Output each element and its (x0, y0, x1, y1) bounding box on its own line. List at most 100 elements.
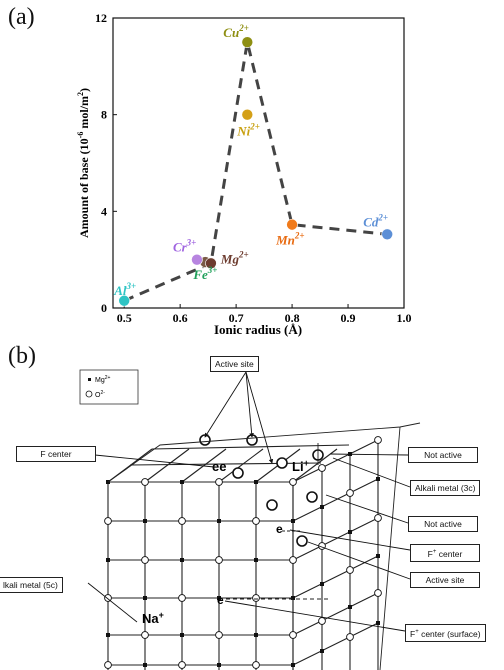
x-tick-label: 1.0 (397, 311, 412, 325)
x-tick-label: 0.6 (173, 311, 188, 325)
label-mg: Mg2+ (220, 249, 249, 266)
o-ion (318, 464, 326, 472)
ionic-radius-chart: 0.5 0.6 0.7 0.8 0.9 1.0 0 4 8 12 Ionic radius (Å… (76, 11, 412, 337)
legend-o-marker (85, 390, 93, 398)
ion-labels: Al3+ Fe3+ Cr3+ Mg2+ Cu2+ Ni2+ Mn2+ Cd2+ (113, 23, 388, 298)
mg-ion (217, 663, 221, 667)
mg-ion (320, 649, 324, 653)
plot-frame (112, 17, 405, 309)
point-mn (286, 218, 298, 231)
legend-mg-label: Mg2+ (95, 375, 111, 384)
o-ion (374, 514, 382, 522)
mg-ion (106, 558, 110, 562)
mg-ion (106, 633, 110, 637)
callout-f-center: F center (16, 446, 96, 462)
o-ion (252, 517, 260, 525)
lattice-outline (107, 422, 421, 483)
o-ion (215, 631, 223, 639)
o-site-highlight (276, 457, 288, 469)
legend-mg-marker (88, 378, 91, 381)
x-tick-label: 0.5 (117, 311, 132, 325)
mg-ion (143, 663, 147, 667)
o-ion (178, 661, 186, 669)
o-ion (141, 631, 149, 639)
lattice-grid (107, 439, 379, 670)
mg-ion (254, 558, 258, 562)
mg-ion (143, 596, 147, 600)
o-ion (374, 589, 382, 597)
na-label: Na+ (142, 610, 164, 626)
o-site-highlight (266, 499, 278, 511)
panel-b-label: (b) (8, 343, 36, 369)
mg-ion (291, 519, 295, 523)
o-ion (252, 661, 260, 669)
mg-ion (376, 621, 380, 625)
o-ion (346, 489, 354, 497)
label-cu: Cu2+ (223, 23, 249, 40)
mgo-lattice-diagram: Mg2+ O2- Na+ Li+ ee e e (79, 369, 421, 670)
point-mg (205, 257, 217, 270)
data-points (118, 36, 394, 307)
y-tick-label: 4 (101, 204, 107, 218)
panel-a-label: (a) (8, 4, 35, 30)
o-ion (141, 556, 149, 564)
o-ion (346, 566, 354, 574)
point-cr (191, 253, 203, 266)
o-site-highlight (232, 467, 244, 479)
callout-alkali-5c: lkali metal (5c) (0, 577, 63, 593)
label-cd: Cd2+ (363, 212, 388, 229)
x-axis-ticks: 0.5 0.6 0.7 0.8 0.9 1.0 (117, 304, 412, 325)
legend-o-label: O2- (95, 390, 105, 399)
x-tick-label: 0.8 (285, 311, 300, 325)
e-label-upper: e (276, 522, 283, 536)
mg-ion (254, 633, 258, 637)
callout-not-active-1: Not active (408, 447, 478, 463)
li-label: Li+ (292, 458, 309, 474)
lattice-nodes (104, 434, 382, 669)
callout-active-site-top: Active site (210, 356, 259, 372)
label-ni: Ni2+ (236, 122, 260, 139)
mg-ion (180, 480, 184, 484)
mg-ion (320, 582, 324, 586)
o-ion (178, 517, 186, 525)
o-ion (289, 556, 297, 564)
o-ion (141, 478, 149, 486)
callout-f-plus-surface: F+ center (surface) (405, 624, 486, 642)
o-ion (104, 661, 112, 669)
o-ion (104, 517, 112, 525)
mg-ion (348, 530, 352, 534)
o-ion (178, 594, 186, 602)
o-site-highlight (306, 491, 318, 503)
y-tick-label: 0 (101, 301, 107, 315)
o-site-highlight (296, 535, 308, 547)
point-cd (381, 228, 394, 241)
legend-box (79, 369, 139, 405)
callout-not-active-2: Not active (408, 516, 478, 532)
y-axis-ticks: 0 4 8 12 (95, 11, 117, 315)
mg-ion (348, 605, 352, 609)
o-ion (252, 594, 260, 602)
y-tick-label: 8 (101, 108, 107, 122)
mg-ion (291, 663, 295, 667)
trend-line (123, 41, 388, 303)
mg-ion (376, 477, 380, 481)
mg-ion (254, 480, 258, 484)
point-cu (241, 36, 254, 48)
x-tick-label: 0.7 (229, 311, 244, 325)
mg-ion (320, 505, 324, 509)
y-axis-label: Amount of base (10-6 mol/m2) (76, 88, 91, 238)
mg-ion (291, 596, 295, 600)
label-cr: Cr3+ (173, 238, 196, 255)
point-ni (241, 108, 254, 121)
label-mn: Mn2+ (275, 231, 304, 248)
x-axis-label: Ionic radius (Å) (214, 322, 302, 337)
o-ion (215, 556, 223, 564)
mg-ion (376, 554, 380, 558)
label-fe: Fe3+ (192, 265, 217, 282)
callout-f-plus-center: F+ center (410, 544, 480, 562)
mg-ion (180, 633, 184, 637)
mg-ion (217, 596, 221, 600)
mg-ion (143, 519, 147, 523)
y-tick-label: 12 (95, 11, 107, 25)
o-ion (318, 617, 326, 625)
